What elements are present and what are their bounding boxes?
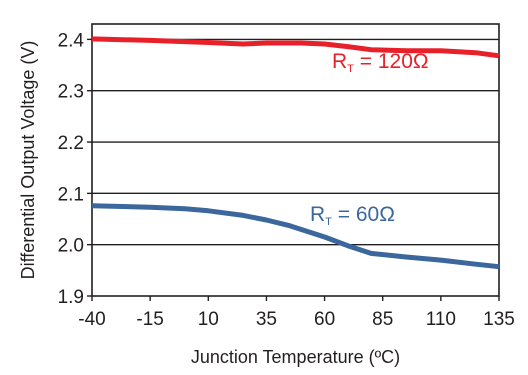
series-lines bbox=[91, 36, 500, 270]
y-tick-label: 2.0 bbox=[58, 236, 84, 257]
y-tick-label: 2.3 bbox=[58, 82, 84, 103]
series-label-rt-120: RT = 120Ω bbox=[332, 50, 429, 75]
plot-frame bbox=[91, 23, 500, 297]
x-tick-label: 35 bbox=[256, 309, 277, 330]
series-label-rt-120-sub: T bbox=[347, 63, 354, 75]
y-axis-title: Differential Output Voltage (V) bbox=[18, 41, 38, 280]
x-tick-label: -40 bbox=[78, 309, 105, 330]
y-tick-labels: 1.9 2.0 2.1 2.2 2.3 2.4 bbox=[58, 30, 92, 308]
series-label-rt-60-rest: = 60Ω bbox=[332, 203, 395, 226]
x-tick-label: 110 bbox=[426, 309, 456, 330]
x-tick-label: 10 bbox=[198, 309, 219, 330]
series-line-rt-60 bbox=[91, 203, 500, 270]
y-tick-label: 2.4 bbox=[58, 30, 85, 51]
y-tick-label: 1.9 bbox=[58, 287, 84, 308]
series-label-rt-120-main: R bbox=[332, 50, 347, 73]
x-axis-title: Junction Temperature (ºC) bbox=[191, 347, 400, 367]
series-line-rt-120 bbox=[91, 36, 500, 59]
x-tick-label: -15 bbox=[136, 309, 163, 330]
x-tick-label: 85 bbox=[372, 309, 393, 330]
x-tick-labels: -40 -15 10 35 60 85 110 135 bbox=[78, 296, 515, 330]
series-label-rt-60-main: R bbox=[310, 203, 325, 226]
x-tick-label: 135 bbox=[483, 309, 515, 330]
x-tick-label: 60 bbox=[314, 309, 335, 330]
y-tick-label: 2.1 bbox=[58, 184, 84, 205]
y-tick-label: 2.2 bbox=[58, 133, 84, 154]
series-label-rt-120-rest: = 120Ω bbox=[354, 50, 429, 73]
series-label-rt-60: RT = 60Ω bbox=[310, 203, 395, 228]
series-label-rt-60-sub: T bbox=[325, 216, 332, 228]
gridlines bbox=[92, 38, 499, 246]
